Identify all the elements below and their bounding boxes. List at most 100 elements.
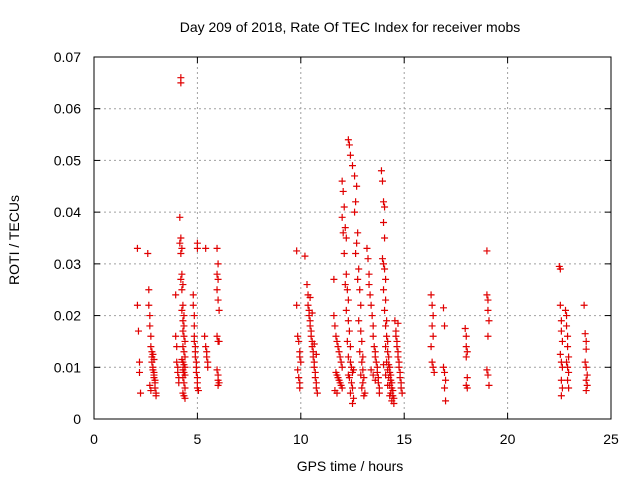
data-point-plus-marker <box>177 234 185 242</box>
data-point-plus-marker <box>179 343 187 351</box>
data-point-plus-marker <box>181 337 189 345</box>
data-point-plus-marker <box>384 337 392 345</box>
data-point-plus-marker <box>368 312 376 320</box>
data-point-plus-marker <box>213 366 221 374</box>
data-point-plus-marker <box>173 358 181 366</box>
data-point-plus-marker <box>394 319 402 327</box>
data-point-plus-marker <box>583 371 591 379</box>
data-point-plus-marker <box>192 368 200 376</box>
chart-title: Day 209 of 2018, Rate Of TEC Index for r… <box>180 19 521 35</box>
data-point-plus-marker <box>582 387 590 395</box>
data-point-plus-marker <box>581 330 589 338</box>
data-point-plus-marker <box>428 322 436 330</box>
data-point-plus-marker <box>461 325 469 332</box>
data-point-plus-marker <box>380 218 388 226</box>
data-point-plus-marker <box>294 332 302 340</box>
data-point-plus-marker <box>358 384 366 392</box>
data-point-plus-marker <box>204 363 212 371</box>
data-point-plus-marker <box>395 363 403 371</box>
data-point-plus-marker <box>371 353 379 361</box>
data-point-plus-marker <box>295 374 303 382</box>
data-point-plus-marker <box>176 213 184 221</box>
data-point-plus-marker <box>429 312 437 320</box>
data-point-plus-marker <box>343 286 351 294</box>
data-point-plus-marker <box>381 306 389 314</box>
data-point-plus-marker <box>393 343 401 351</box>
data-point-plus-marker <box>134 327 142 335</box>
data-point-plus-marker <box>558 384 566 392</box>
data-point-plus-marker <box>382 296 390 304</box>
data-point-plus-marker <box>213 332 221 340</box>
data-point-plus-marker <box>581 358 589 366</box>
data-point-plus-marker <box>385 353 393 361</box>
data-point-plus-marker <box>380 361 388 369</box>
data-point-plus-marker <box>180 332 188 340</box>
data-point-plus-marker <box>177 275 185 283</box>
data-point-plus-marker <box>351 208 359 216</box>
data-point-plus-marker <box>190 322 198 330</box>
data-point-plus-marker <box>394 353 402 361</box>
data-point-plus-marker <box>384 348 392 356</box>
data-point-plus-marker <box>384 381 392 389</box>
data-point-plus-marker <box>367 301 375 309</box>
data-point-plus-marker <box>484 371 492 379</box>
data-point-plus-marker <box>378 255 386 263</box>
y-tick-label: 0.05 <box>54 152 81 168</box>
data-point-plus-marker <box>337 358 345 366</box>
data-point-plus-marker <box>356 286 364 294</box>
x-axis-label: GPS time / hours <box>297 458 404 474</box>
data-point-plus-marker <box>333 337 341 345</box>
data-point-plus-marker <box>565 384 573 392</box>
y-tick-label: 0.07 <box>54 49 81 65</box>
data-point-plus-marker <box>463 348 471 356</box>
data-point-plus-marker <box>367 366 375 374</box>
data-point-plus-marker <box>556 265 564 273</box>
data-point-plus-marker <box>462 343 470 351</box>
data-point-plus-marker <box>137 389 145 397</box>
data-point-plus-marker <box>350 394 358 402</box>
data-point-plus-marker <box>332 332 340 340</box>
data-point-plus-marker <box>359 353 367 361</box>
data-point-plus-marker <box>178 244 186 252</box>
data-point-plus-marker <box>342 306 350 314</box>
data-point-plus-marker <box>189 301 197 309</box>
data-point-plus-marker <box>295 337 303 345</box>
data-point-plus-marker <box>462 332 470 340</box>
data-point-plus-marker <box>382 343 390 351</box>
data-point-plus-marker <box>311 374 319 382</box>
data-point-plus-marker <box>369 332 377 340</box>
data-point-plus-marker <box>558 337 566 345</box>
data-point-plus-marker <box>582 376 590 384</box>
data-point-plus-marker <box>214 381 222 389</box>
data-point-plus-marker <box>214 275 222 283</box>
data-point-plus-marker <box>135 368 143 376</box>
data-point-plus-marker <box>429 332 437 340</box>
data-point-plus-marker <box>563 312 571 320</box>
data-point-plus-marker <box>191 353 199 361</box>
data-point-plus-marker <box>556 350 564 358</box>
data-points <box>133 74 591 407</box>
data-point-plus-marker <box>343 337 351 345</box>
data-point-plus-marker <box>179 301 187 309</box>
data-point-plus-marker <box>145 301 153 309</box>
data-point-plus-marker <box>178 270 186 278</box>
data-point-plus-marker <box>202 343 210 351</box>
data-point-plus-marker <box>441 322 449 330</box>
data-point-plus-marker <box>146 312 154 320</box>
data-point-plus-marker <box>582 363 590 371</box>
x-tick-label: 15 <box>396 431 412 447</box>
data-point-plus-marker <box>331 322 339 330</box>
data-point-plus-marker <box>364 255 372 263</box>
data-point-plus-marker <box>213 286 221 294</box>
data-point-plus-marker <box>172 332 180 340</box>
data-point-plus-marker <box>365 270 373 278</box>
data-point-plus-marker <box>190 312 198 320</box>
data-point-plus-marker <box>375 389 383 397</box>
data-point-plus-marker <box>213 244 221 252</box>
data-point-plus-marker <box>484 296 492 304</box>
data-point-plus-marker <box>214 296 222 304</box>
data-point-plus-marker <box>147 332 155 340</box>
data-point-plus-marker <box>353 239 361 247</box>
data-point-plus-marker <box>562 306 570 314</box>
data-point-plus-marker <box>144 250 152 258</box>
